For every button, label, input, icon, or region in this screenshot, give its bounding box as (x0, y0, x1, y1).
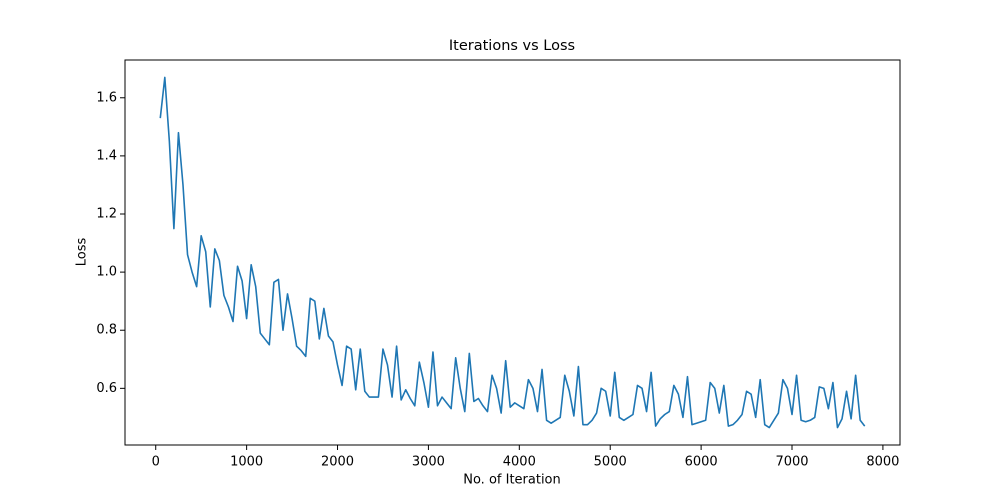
x-tick-label: 7000 (775, 455, 808, 470)
x-tick-label: 1000 (230, 455, 263, 470)
x-tick-label: 2000 (321, 455, 354, 470)
plot-frame (124, 59, 901, 446)
loss-line (159, 76, 866, 429)
y-tick-label: 0.6 (96, 381, 117, 396)
x-tick-label: 5000 (594, 455, 627, 470)
chart-title: Iterations vs Loss (449, 38, 575, 54)
y-tick-label: 1.6 (96, 90, 117, 105)
x-tick-label: 4000 (503, 455, 536, 470)
y-axis-label: Loss (75, 238, 90, 267)
x-tick-label: 8000 (866, 455, 899, 470)
y-tick-label: 1.0 (96, 265, 117, 280)
x-axis-label: No. of Iteration (463, 473, 561, 488)
x-tick-label: 0 (152, 455, 160, 470)
x-tick-label: 3000 (412, 455, 445, 470)
x-tick-label: 6000 (685, 455, 718, 470)
y-tick-label: 1.4 (96, 148, 117, 163)
y-tick-label: 0.8 (96, 323, 117, 338)
y-tick-label: 1.2 (96, 207, 117, 222)
